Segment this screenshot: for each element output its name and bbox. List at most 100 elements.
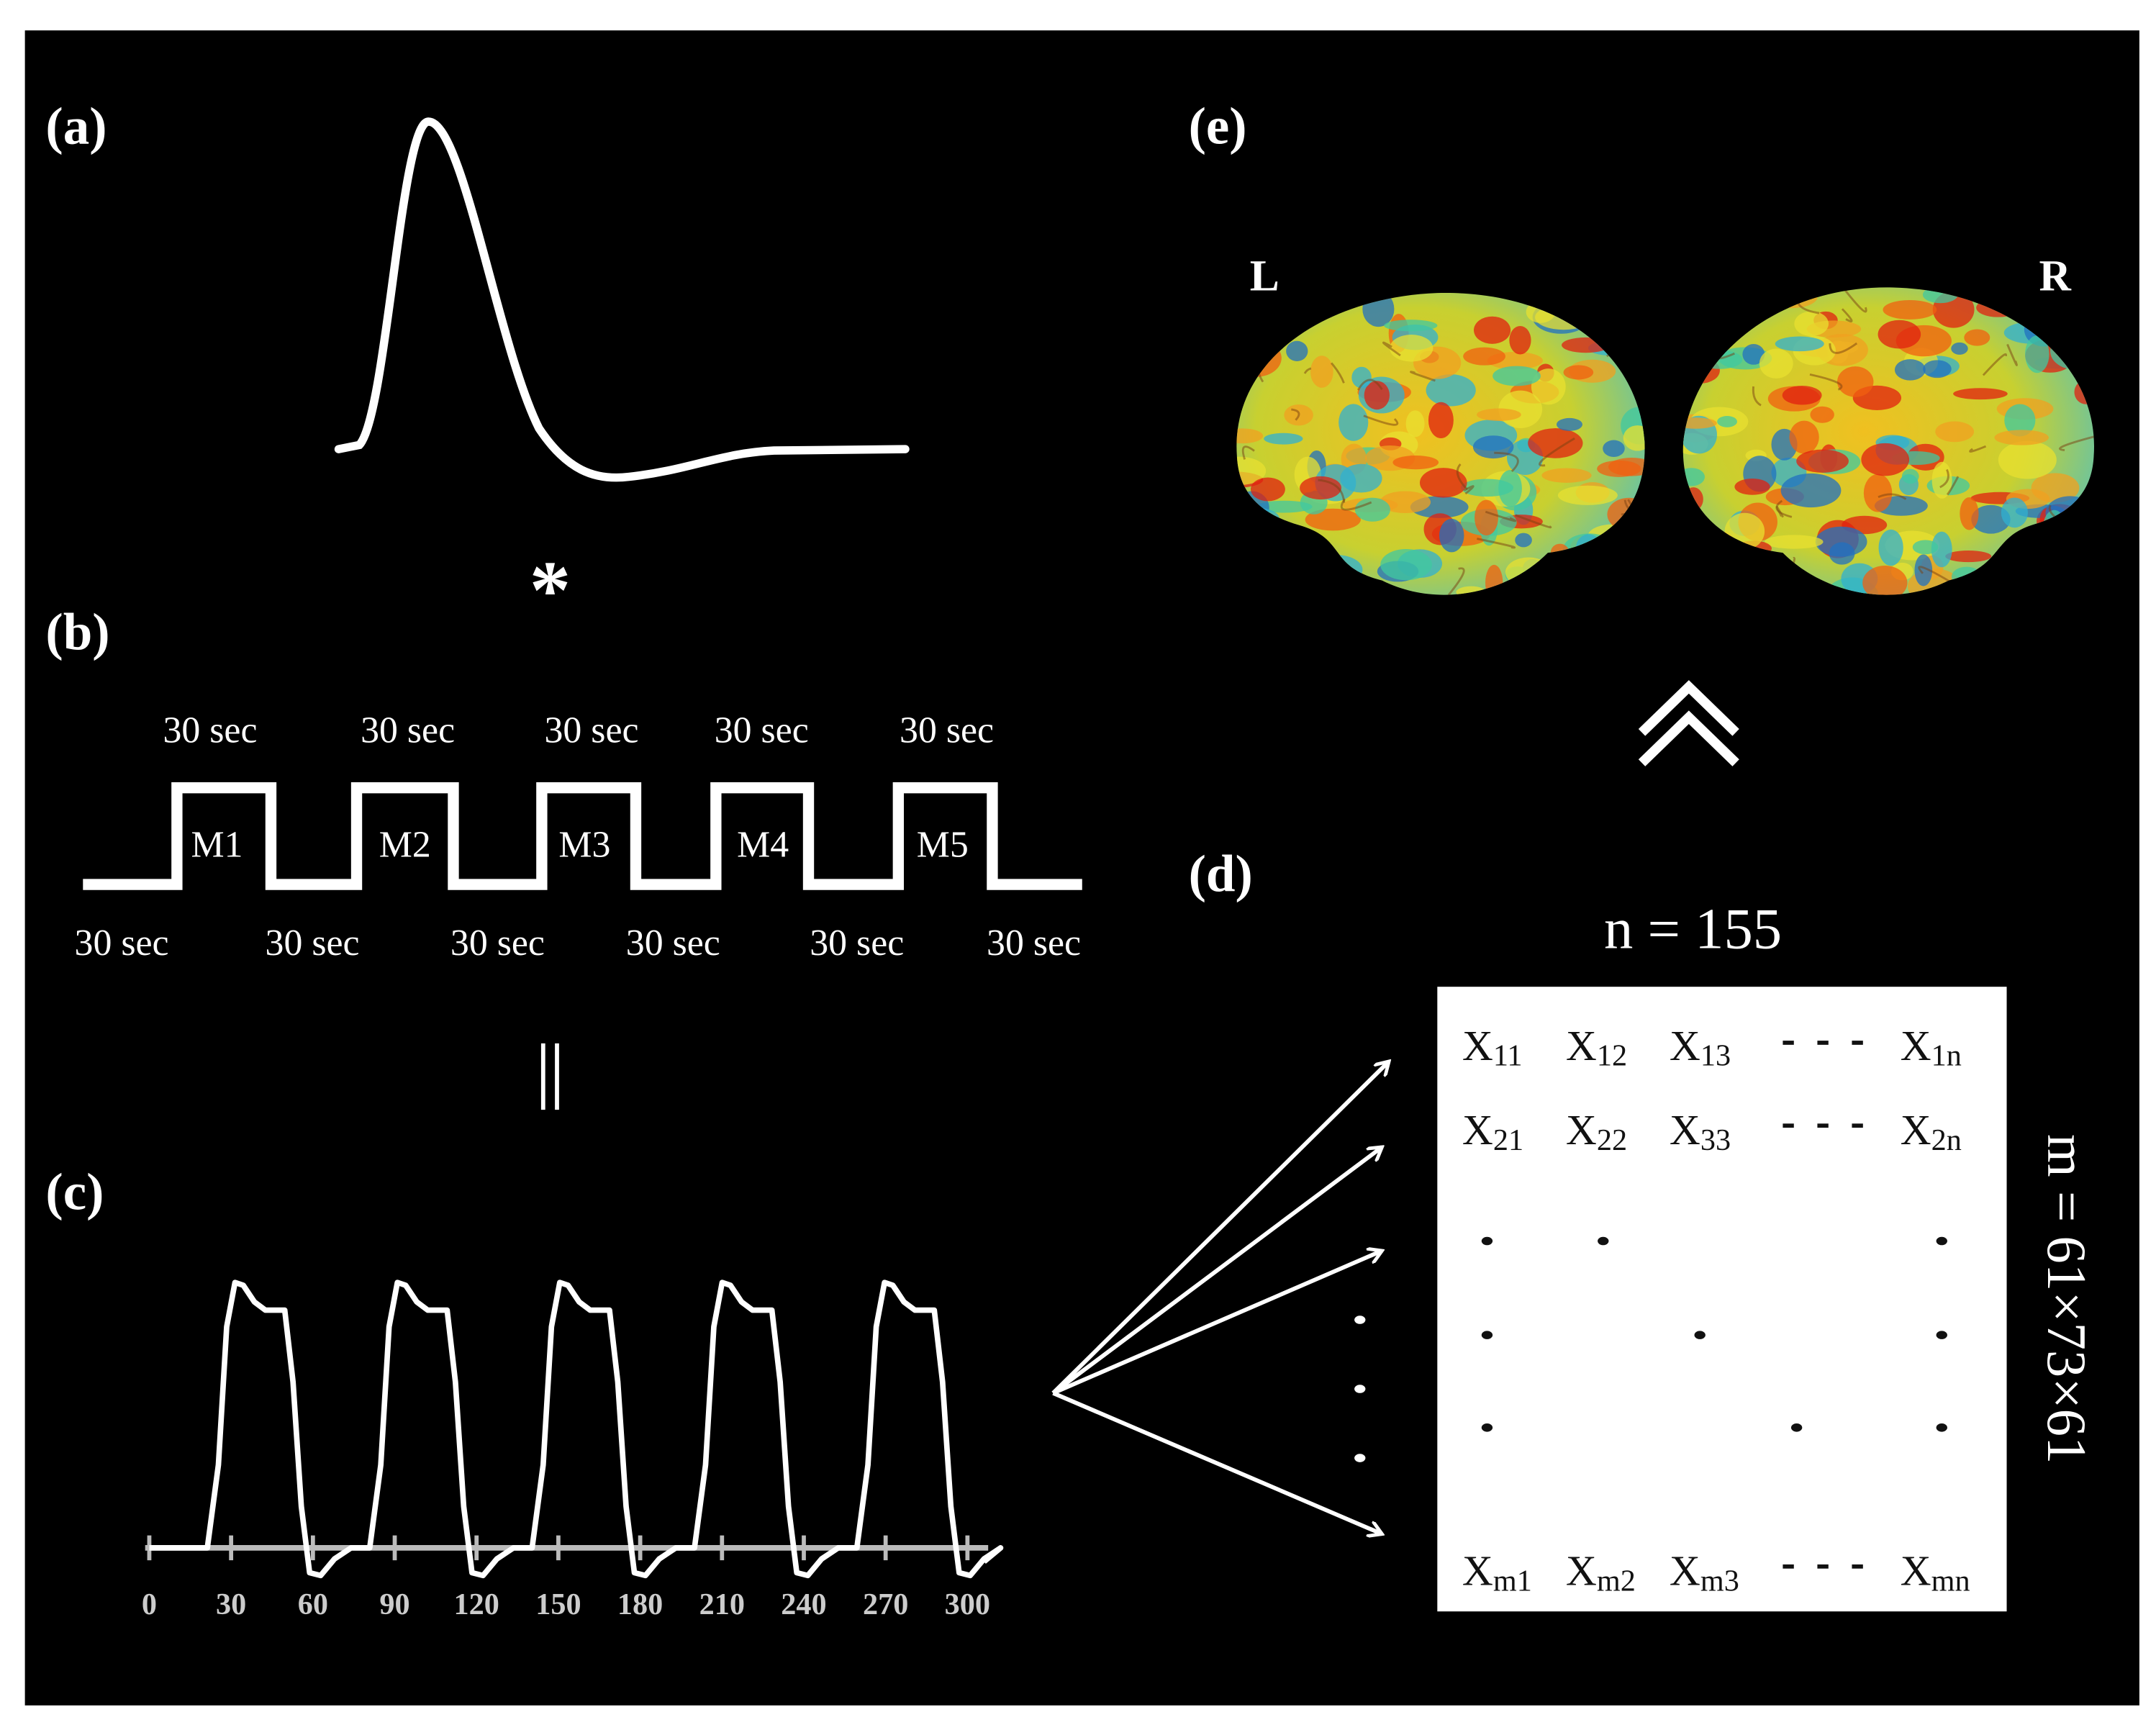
hrf-curve — [334, 117, 910, 482]
hemisphere-label: R — [2039, 251, 2072, 300]
matrix-entry: Xm1 — [1462, 1547, 1532, 1598]
brain-spot — [1810, 406, 1834, 423]
brain-spot — [1528, 428, 1583, 458]
duration-label: 30 sec — [266, 923, 360, 964]
brain-spot — [1472, 435, 1514, 459]
entry-base: X — [1566, 1022, 1597, 1069]
brain-spot — [1603, 440, 1625, 457]
entry-subscript: m2 — [1597, 1564, 1636, 1598]
tick-label: 180 — [617, 1588, 663, 1621]
brain-spot — [1994, 430, 2049, 445]
entry-base: X — [1901, 1547, 1931, 1595]
brain-spot — [1310, 355, 1333, 388]
brain-spot — [1236, 456, 1267, 486]
panel-label: (b) — [45, 603, 109, 661]
brain-sulcus — [1340, 498, 1372, 511]
brain-spot — [1837, 366, 1874, 397]
block-design — [83, 782, 1082, 890]
brain-sulcus — [1515, 514, 1552, 529]
brain-spot — [1923, 360, 1952, 379]
duration-label: 30 sec — [987, 923, 1081, 964]
brain-spot — [2001, 497, 2028, 528]
block-label: M1 — [191, 825, 243, 866]
entry-subscript: 13 — [1700, 1039, 1731, 1073]
brain-spot — [2025, 335, 2049, 373]
entry-base: X — [1462, 1022, 1493, 1069]
brain-spot — [1894, 359, 1926, 381]
matrix-entry: Xm3 — [1670, 1547, 1739, 1598]
block-label: M5 — [917, 825, 969, 866]
brain-spot — [1782, 385, 1822, 405]
brain-spot — [1405, 410, 1425, 438]
duration-label: 30 sec — [75, 923, 169, 964]
entry-base: X — [1566, 1547, 1597, 1595]
brain-spot — [1515, 533, 1532, 548]
matrix-entry: X1n — [1901, 1022, 1962, 1073]
brain-spot — [1250, 477, 1285, 502]
entry-subscript: 22 — [1597, 1123, 1627, 1157]
brain-spot — [1901, 468, 1919, 484]
panel-label: (e) — [1189, 97, 1247, 155]
matrix-entry: X21 — [1462, 1106, 1523, 1157]
brain-spot — [1477, 408, 1521, 421]
tick-label: 120 — [454, 1588, 499, 1621]
brain-spot — [1557, 485, 1618, 505]
brain-sulcus — [1447, 567, 1465, 595]
brain-sulcus — [2006, 343, 2018, 366]
m-label: m = 61×73×61 — [2036, 1134, 2097, 1464]
brain-spot — [1914, 554, 1933, 587]
brain-spot — [1829, 542, 1855, 565]
entry-base: X — [1566, 1106, 1597, 1154]
brain-spot — [1960, 497, 1979, 530]
brain-spot — [1862, 566, 1908, 595]
brain-sulcus — [1752, 386, 1762, 407]
block-label: M2 — [379, 825, 431, 866]
entry-subscript: 2n — [1931, 1123, 1962, 1157]
brain-sulcus — [1363, 415, 1399, 426]
brain-spot — [1742, 344, 1765, 365]
entry-base: X — [1670, 1022, 1700, 1069]
brain-spot — [1286, 340, 1308, 361]
block-labels: 30 sec 30 sec 30 sec 30 sec 30 sec 30 sec 30 s… — [75, 710, 1082, 964]
duration-label: 30 sec — [450, 923, 545, 964]
duration-label: 30 sec — [715, 710, 809, 751]
matrix-entry: Xmn — [1901, 1547, 1970, 1598]
block-label: M4 — [737, 825, 789, 866]
brain-spot — [1953, 388, 2008, 400]
brain-spot — [1765, 535, 1824, 549]
brain-spot — [1863, 474, 1893, 512]
brain-sulcus — [1356, 379, 1383, 391]
brain-spot — [1971, 504, 2011, 534]
brain-spot — [1426, 374, 1476, 407]
n-label: n = 155 — [1604, 897, 1782, 961]
brain-spot — [1780, 473, 1842, 508]
brain-spot — [1264, 432, 1303, 445]
hemisphere-label: L — [1250, 251, 1279, 300]
brain-sulcus — [1456, 463, 1468, 490]
brain-spot — [1759, 348, 1793, 379]
brain-spot — [1964, 329, 1990, 346]
brain-spot — [1998, 440, 2057, 479]
brain-sulcus — [1494, 451, 1519, 473]
block-label: M3 — [558, 825, 610, 866]
tick-label: 60 — [298, 1588, 328, 1621]
panel-label: (c) — [45, 1162, 104, 1220]
brain-spot — [1883, 299, 1937, 320]
brain-spot — [1623, 425, 1645, 451]
brain-spot — [1945, 551, 1992, 563]
brain-spot — [1734, 479, 1770, 495]
brain-sulcus — [1485, 510, 1517, 522]
brain-sulcus — [2059, 435, 2095, 451]
brain-spot — [1498, 470, 1522, 507]
brain-sulcus — [1331, 362, 1345, 384]
brain-spot — [2004, 404, 2036, 437]
matrix-entry: X2n — [1901, 1106, 1962, 1157]
brain-spot — [1794, 311, 1829, 337]
brain-spot — [1475, 499, 1498, 536]
brain-sulcus — [1241, 445, 1255, 460]
brain-spot — [1935, 421, 1975, 443]
matrix-entry: Xm2 — [1566, 1547, 1636, 1598]
tick-label: 30 — [216, 1588, 246, 1621]
